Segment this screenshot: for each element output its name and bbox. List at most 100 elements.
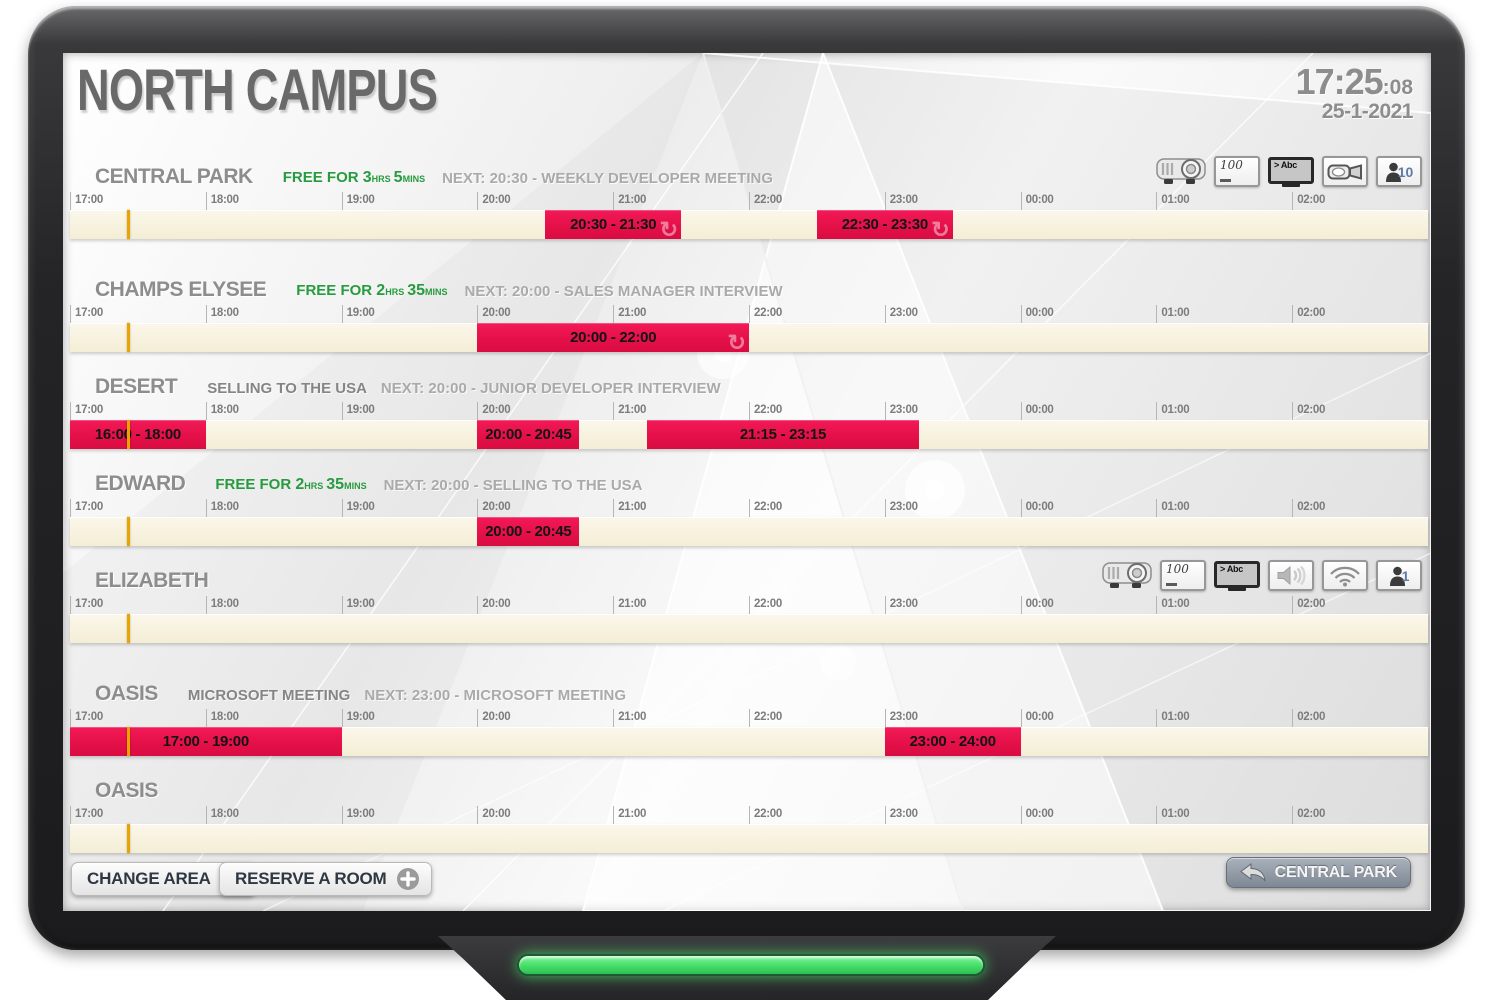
status-led-bar bbox=[517, 954, 985, 976]
tick-label: 01:00 bbox=[1156, 596, 1190, 615]
wifi-icon bbox=[1322, 560, 1368, 591]
tick-label: 01:00 bbox=[1156, 402, 1190, 421]
timeline-track: 20:30 - 21:30 ↻ 22:30 - 23:30 ↻ bbox=[70, 210, 1428, 239]
booking-time-label: 20:00 - 20:45 bbox=[485, 426, 572, 443]
tick-label: 23:00 bbox=[884, 305, 918, 324]
room-name: EDWARD bbox=[95, 472, 186, 495]
room-next-meeting: NEXT: 20:00 - SELLING TO THE USA bbox=[383, 477, 643, 494]
room-free-duration: FREE FOR 2HRS 35MINS bbox=[215, 476, 367, 493]
reserve-room-label: RESERVE A ROOM bbox=[235, 869, 387, 888]
tick-label: 20:00 bbox=[477, 305, 511, 324]
room-row[interactable]: CENTRAL PARK FREE FOR 3HRS 5MINS NEXT: 20… bbox=[70, 156, 1428, 239]
capacity-icon: 10 bbox=[1376, 156, 1422, 187]
tick-label: 01:00 bbox=[1156, 806, 1190, 825]
tick-label: 17:00 bbox=[70, 305, 103, 324]
plus-icon bbox=[396, 868, 419, 890]
tick-label: 23:00 bbox=[884, 402, 918, 421]
central-park-back-button[interactable]: CENTRAL PARK bbox=[1225, 857, 1411, 888]
room-row[interactable]: EDWARD FREE FOR 2HRS 35MINS NEXT: 20:00 -… bbox=[70, 470, 1428, 546]
room-row[interactable]: ELIZABETH 100 > Abc 1 bbox=[70, 560, 1428, 643]
booking-time-label: 20:00 - 22:00 bbox=[570, 329, 657, 346]
booking-block[interactable]: 17:00 - 19:00 bbox=[70, 727, 342, 756]
room-name: DESERT bbox=[95, 375, 178, 398]
tick-label: 02:00 bbox=[1292, 305, 1325, 324]
tick-label: 00:00 bbox=[1020, 596, 1054, 615]
tick-label: 23:00 bbox=[884, 596, 918, 615]
tick-label: 17:00 bbox=[70, 806, 103, 825]
tick-label: 00:00 bbox=[1020, 305, 1054, 324]
tick-label: 20:00 bbox=[477, 192, 511, 211]
tick-label: 01:00 bbox=[1156, 192, 1190, 211]
booking-block[interactable]: 22:30 - 23:30 ↻ bbox=[816, 210, 953, 239]
tick-label: 00:00 bbox=[1020, 192, 1054, 211]
current-time-indicator bbox=[126, 824, 130, 853]
room-header: CHAMPS ELYSEE FREE FOR 2HRS 35MINS NEXT: … bbox=[70, 276, 1428, 302]
room-name: OASIS bbox=[95, 682, 158, 705]
tick-label: 22:00 bbox=[749, 499, 782, 518]
tick-label: 02:00 bbox=[1292, 806, 1325, 825]
booking-panel-screen: NORTH CAMPUS 17:25:08 25-1-2021 CENTRAL … bbox=[63, 53, 1431, 911]
booking-time-label: 17:00 - 19:00 bbox=[162, 733, 249, 750]
projector-icon bbox=[1102, 562, 1152, 588]
booking-block[interactable]: 20:30 - 21:30 ↻ bbox=[545, 210, 682, 239]
booking-block[interactable]: 20:00 - 22:00 ↻ bbox=[477, 323, 749, 352]
room-next-meeting: NEXT: 20:30 - WEEKLY DEVELOPER MEETING bbox=[442, 170, 773, 187]
tick-label: 21:00 bbox=[613, 192, 646, 211]
booking-block[interactable]: 21:15 - 23:15 bbox=[647, 420, 919, 449]
room-row[interactable]: CHAMPS ELYSEE FREE FOR 2HRS 35MINS NEXT: … bbox=[70, 276, 1428, 352]
tick-label: 00:00 bbox=[1020, 402, 1054, 421]
room-next-meeting: NEXT: 20:00 - SALES MANAGER INTERVIEW bbox=[464, 283, 783, 300]
video-camera-icon bbox=[1322, 156, 1368, 187]
tick-label: 23:00 bbox=[884, 499, 918, 518]
room-header: OASIS bbox=[70, 777, 1428, 803]
booking-block[interactable]: 20:00 - 20:45 bbox=[477, 420, 580, 449]
room-next-meeting: NEXT: 20:00 - JUNIOR DEVELOPER INTERVIEW bbox=[380, 380, 721, 397]
current-time-indicator bbox=[126, 614, 130, 643]
room-row[interactable]: DESERT SELLING TO THE USA NEXT: 20:00 - … bbox=[70, 373, 1428, 449]
timeline-track: 20:00 - 20:45 bbox=[70, 517, 1428, 546]
room-free-duration: FREE FOR 2HRS 35MINS bbox=[296, 282, 448, 299]
tick-label: 23:00 bbox=[884, 192, 918, 211]
room-row[interactable]: OASIS 17:00 18:00 19:00 20:00 21:00 22:00 23:0… bbox=[70, 777, 1428, 853]
room-name: OASIS bbox=[95, 779, 158, 802]
current-time-indicator bbox=[126, 210, 130, 239]
booking-block[interactable]: 20:00 - 20:45 bbox=[477, 517, 580, 546]
tick-label: 19:00 bbox=[341, 305, 375, 324]
tick-label: 18:00 bbox=[205, 596, 239, 615]
timeline-track bbox=[70, 824, 1428, 853]
room-header: ELIZABETH 100 > Abc 1 bbox=[70, 560, 1428, 593]
tick-label: 00:00 bbox=[1020, 709, 1054, 728]
tick-label: 01:00 bbox=[1156, 499, 1190, 518]
room-header: CENTRAL PARK FREE FOR 3HRS 5MINS NEXT: 20… bbox=[70, 156, 1428, 189]
reserve-room-button[interactable]: RESERVE A ROOM bbox=[219, 862, 432, 896]
booking-time-label: 21:15 - 23:15 bbox=[739, 426, 827, 443]
tick-label: 02:00 bbox=[1292, 192, 1325, 211]
tick-label: 20:00 bbox=[477, 499, 511, 518]
tick-label: 19:00 bbox=[341, 806, 375, 825]
room-name: ELIZABETH bbox=[95, 569, 209, 592]
tick-label: 19:00 bbox=[341, 192, 375, 211]
tick-label: 19:00 bbox=[341, 402, 375, 421]
tick-label: 02:00 bbox=[1292, 709, 1325, 728]
current-time-indicator bbox=[126, 323, 130, 352]
tick-label: 20:00 bbox=[477, 402, 511, 421]
timeline-ticks: 17:00 18:00 19:00 20:00 21:00 22:00 23:00 00:00… bbox=[70, 191, 1428, 211]
tick-label: 18:00 bbox=[205, 709, 239, 728]
room-row[interactable]: OASIS MICROSOFT MEETING NEXT: 23:00 - MI… bbox=[70, 680, 1428, 756]
tick-label: 17:00 bbox=[70, 709, 103, 728]
room-name: CENTRAL PARK bbox=[95, 165, 253, 188]
timeline-track: 16:00 - 18:00 20:00 - 20:45 21:15 - 23:15 bbox=[70, 420, 1428, 449]
tick-label: 18:00 bbox=[205, 305, 239, 324]
tick-label: 17:00 bbox=[70, 596, 103, 615]
room-feature-icons: 100 > Abc 10 bbox=[1156, 155, 1422, 187]
page-title: NORTH CAMPUS bbox=[77, 58, 438, 123]
booking-block[interactable]: 23:00 - 24:00 bbox=[884, 727, 1021, 756]
tick-label: 21:00 bbox=[613, 709, 646, 728]
tick-label: 22:00 bbox=[749, 806, 782, 825]
booking-block[interactable]: 16:00 - 18:00 bbox=[70, 420, 206, 449]
timeline-ticks: 17:00 18:00 19:00 20:00 21:00 22:00 23:00 00:00… bbox=[70, 304, 1428, 324]
tick-label: 02:00 bbox=[1292, 596, 1325, 615]
recurring-meeting-icon: ↻ bbox=[659, 217, 679, 239]
clock-time: 17:25 bbox=[1295, 61, 1384, 102]
